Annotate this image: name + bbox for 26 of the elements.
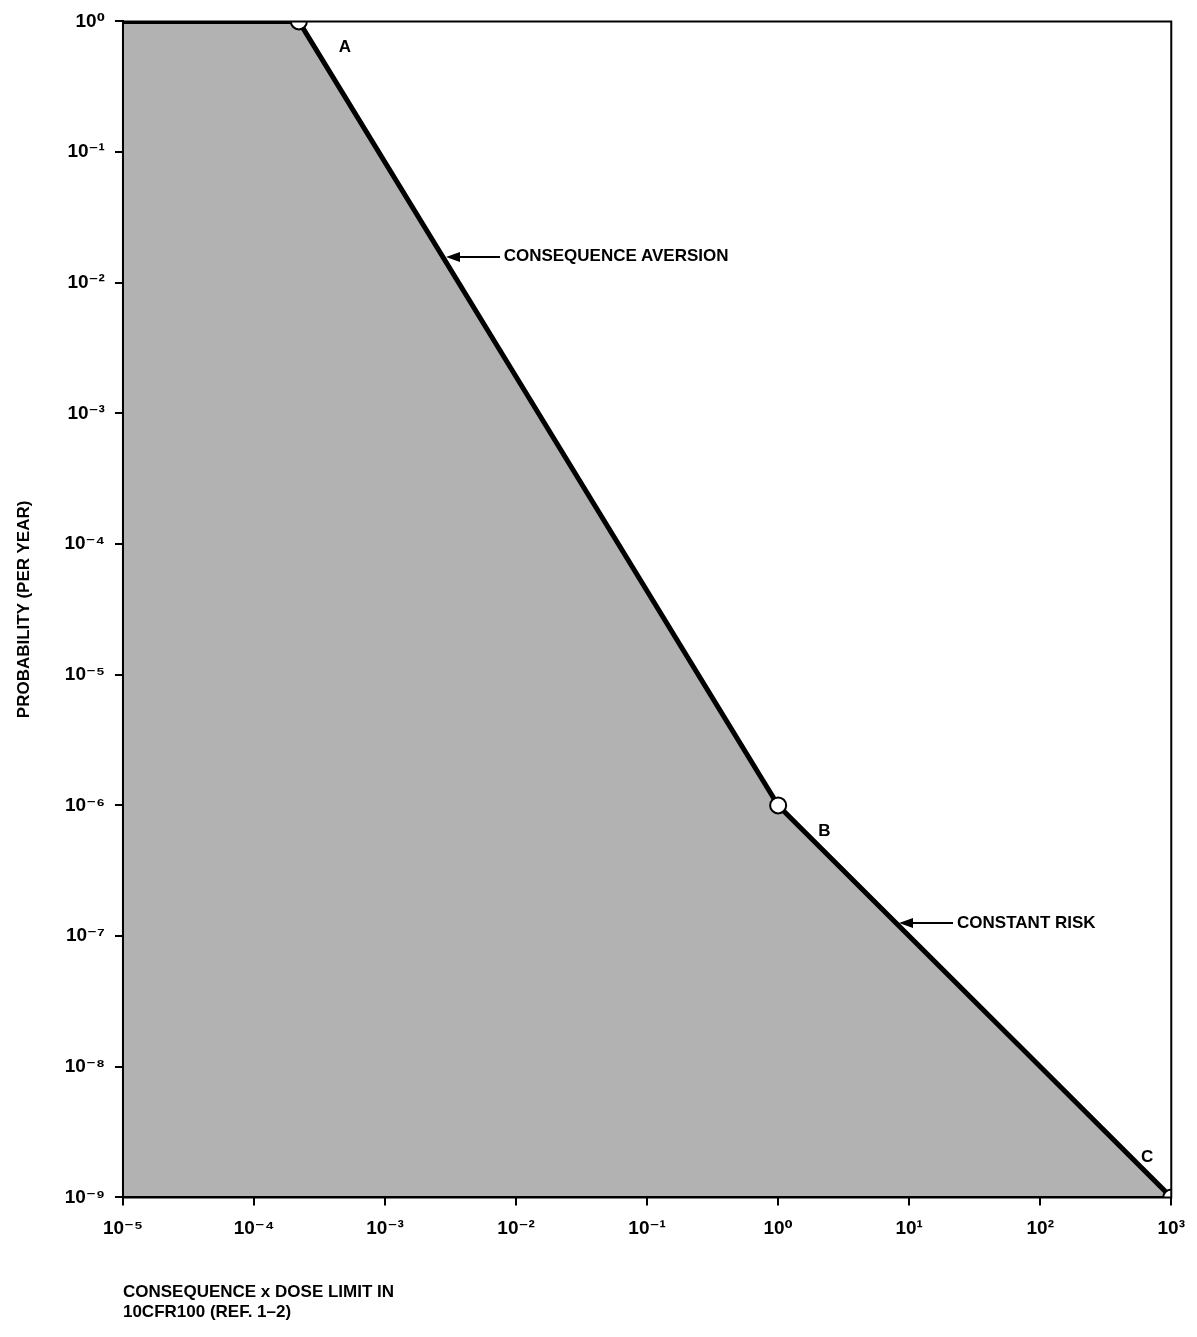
y-tick-label: 10⁻²: [67, 270, 105, 292]
data-label: B: [818, 821, 831, 841]
y-tick-label: 10⁰: [75, 9, 105, 31]
x-tick-label: 10⁻⁵: [102, 1217, 144, 1239]
x-tick-label: 10⁻²: [497, 1217, 535, 1239]
x-tick-label: 10⁰: [763, 1217, 793, 1239]
x-axis-title: CONSEQUENCE x DOSE LIMIT IN 10CFR100 (REF. 1–2): [122, 1282, 395, 1322]
x-tick-label: 10²: [1026, 1217, 1054, 1239]
y-tick-label: 10⁻⁷: [65, 924, 106, 946]
annotation: CONSTANT RISK: [957, 912, 1097, 932]
x-tick-label: 10³: [1157, 1217, 1185, 1239]
x-tick-label: 10⁻³: [366, 1217, 404, 1239]
x-tick-label: 10⁻¹: [628, 1217, 666, 1239]
annotation: CONSEQUENCE AVERSION: [503, 246, 729, 266]
y-axis-title: PROBABILITY (PER YEAR): [13, 500, 33, 719]
y-tick-label: 10⁻³: [67, 401, 105, 423]
y-tick-label: 10⁻⁶: [65, 793, 105, 815]
y-tick-label: 10⁻⁴: [64, 532, 105, 554]
x-tick-label: 10⁻⁴: [233, 1217, 275, 1239]
y-tick-label: 10⁻⁵: [64, 662, 105, 684]
data-label: C: [1140, 1147, 1154, 1167]
y-tick-label: 10⁻¹: [67, 140, 105, 162]
y-tick-label: 10⁻⁹: [64, 1185, 105, 1207]
data-label: A: [338, 37, 352, 57]
y-tick-label: 10⁻⁸: [64, 1054, 105, 1076]
x-tick-label: 10¹: [895, 1217, 923, 1239]
